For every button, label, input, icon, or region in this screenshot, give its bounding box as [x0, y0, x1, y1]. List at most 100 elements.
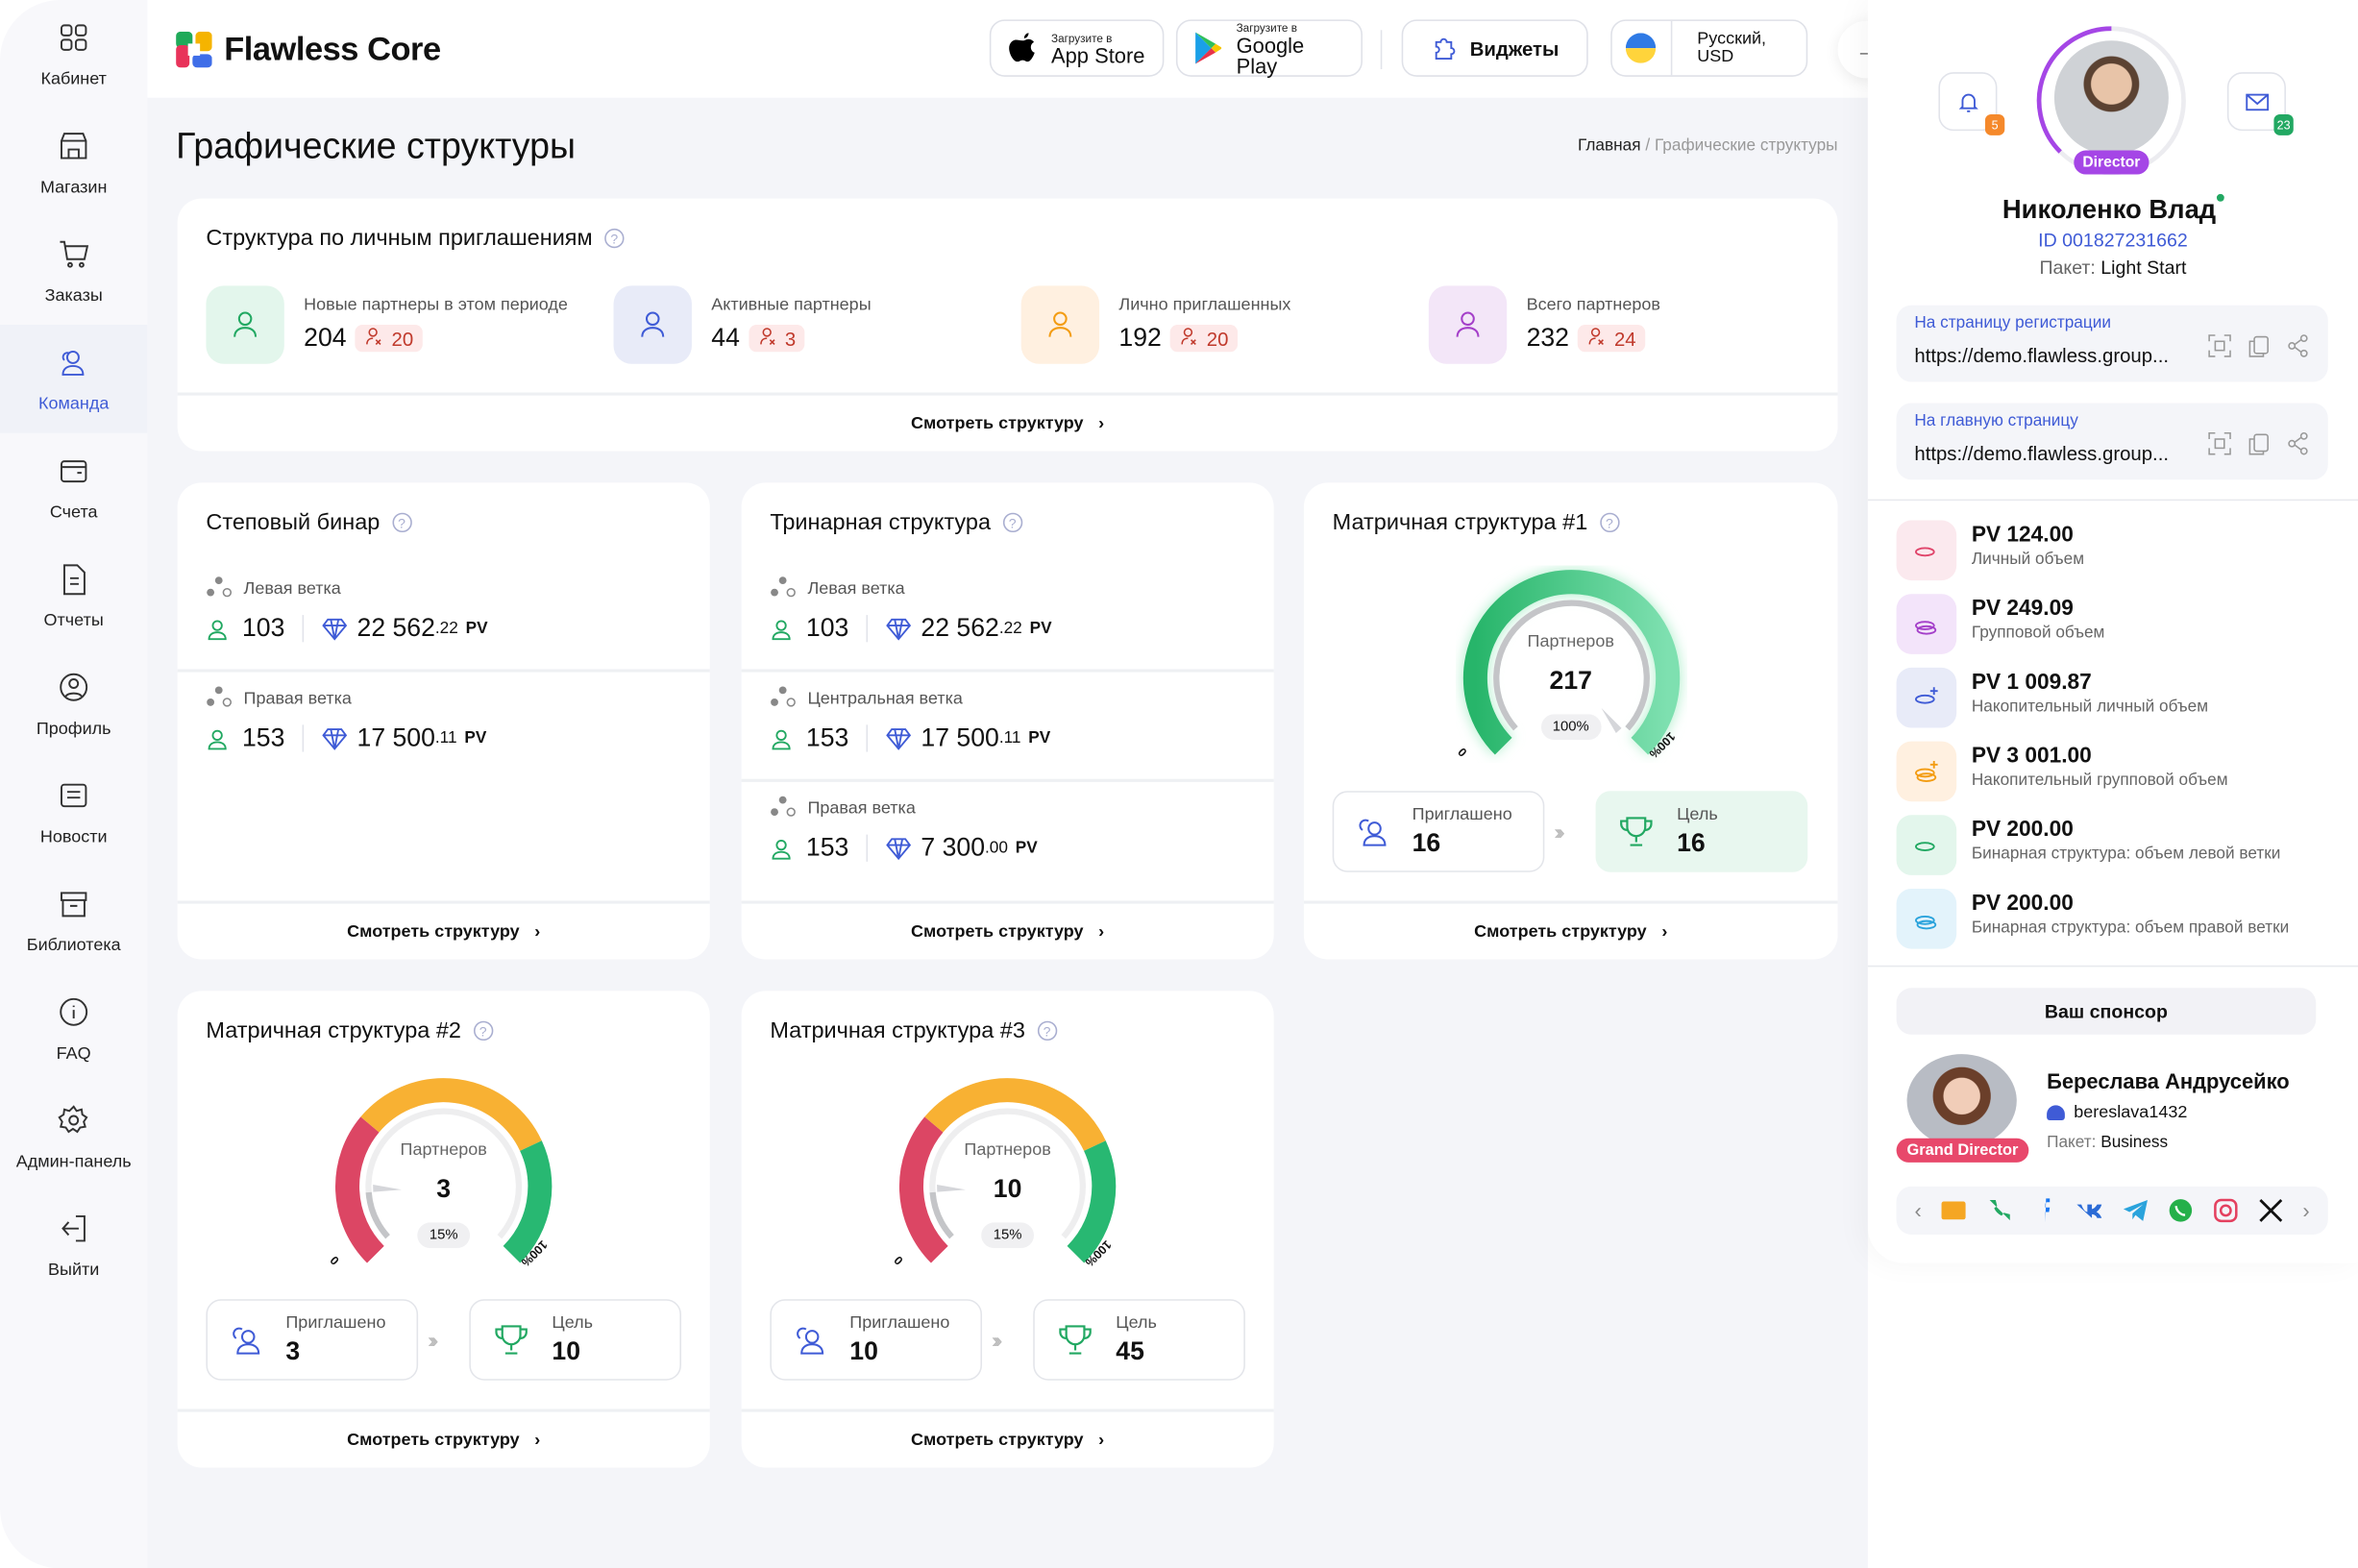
- branch-row[interactable]: Центральная ветка 153 17 500.11 PV: [741, 673, 1274, 782]
- user-icon: [2047, 1105, 2065, 1120]
- stat-value: 204: [304, 323, 347, 353]
- view-structure-link[interactable]: Смотреть структуру ›: [741, 1409, 1274, 1467]
- help-icon[interactable]: ?: [1002, 512, 1022, 533]
- view-structure-link[interactable]: Смотреть структуру ›: [1303, 900, 1838, 959]
- sidebar-item-7[interactable]: Новости: [0, 758, 147, 867]
- facebook-icon[interactable]: [2030, 1197, 2057, 1224]
- qr-code-icon[interactable]: [2208, 333, 2232, 365]
- x-icon[interactable]: [2257, 1197, 2284, 1224]
- rank-badge: Director: [2074, 150, 2149, 175]
- messages-button[interactable]: 23: [2226, 72, 2294, 135]
- breadcrumb-home[interactable]: Главная: [1578, 136, 1641, 156]
- diamond-icon: [322, 727, 349, 750]
- sidebar-item-label: Выйти: [48, 1262, 100, 1280]
- sidebar-item-0[interactable]: Кабинет: [0, 0, 147, 109]
- sidebar-item-1[interactable]: Магазин: [0, 109, 147, 217]
- sidebar-item-9[interactable]: FAQ: [0, 974, 147, 1083]
- branch-row[interactable]: Правая ветка 153 17 500.11 PV: [178, 673, 710, 782]
- profile-name-text: Николенко Влад: [2002, 193, 2217, 225]
- language-currency-select[interactable]: Русский, USD: [1610, 19, 1808, 77]
- your-sponsor-button[interactable]: Ваш спонсор: [1896, 988, 2317, 1035]
- view-structure-label: Смотреть структуру: [347, 922, 520, 941]
- view-structure-link[interactable]: Смотреть структуру ›: [177, 392, 1838, 451]
- gauge-value: 3: [436, 1174, 452, 1204]
- share-icon[interactable]: [2286, 333, 2310, 365]
- share-icon[interactable]: [2286, 431, 2310, 463]
- stat-value: 192: [1118, 323, 1162, 353]
- matrix-card-1: Матричная структура #1? Партнеров 217 100% 0…: [1303, 482, 1838, 960]
- gauge-arc-orange: [924, 1078, 1106, 1152]
- view-structure-label: Смотреть структуру: [347, 1431, 520, 1449]
- stat-value: 232: [1526, 323, 1569, 353]
- referral-link-url[interactable]: https://demo.flawless.group...: [1914, 344, 2170, 367]
- instagram-icon[interactable]: [2212, 1197, 2239, 1224]
- view-structure-link[interactable]: Смотреть структуру ›: [177, 900, 710, 959]
- tree-left-icon: [1896, 815, 1957, 875]
- divider: [867, 834, 869, 862]
- branch-row[interactable]: Левая ветка 103 22 562.22 PV: [741, 562, 1274, 673]
- user-icon: [770, 837, 792, 859]
- view-structure-link[interactable]: Смотреть структуру ›: [177, 1409, 710, 1467]
- invited-box: Приглашено 16: [1332, 791, 1545, 872]
- sidebar-item-6[interactable]: Профиль: [0, 649, 147, 758]
- logo[interactable]: Flawless Core: [176, 30, 441, 69]
- profile-id: ID 001827231662: [2038, 230, 2188, 252]
- branch-pv: 22 562: [356, 613, 435, 643]
- invited-value: 10: [849, 1335, 878, 1365]
- chevron-right-icon[interactable]: ›: [2302, 1198, 2310, 1223]
- info-icon: [57, 995, 89, 1045]
- sidebar-item-3[interactable]: Команда: [0, 325, 148, 433]
- help-icon[interactable]: ?: [1599, 512, 1620, 533]
- sidebar-item-label: Новости: [39, 828, 108, 847]
- card-title-text: Матричная структура #3: [770, 1017, 1025, 1044]
- email-icon[interactable]: [1940, 1197, 1967, 1224]
- branch-count: 153: [241, 723, 285, 752]
- referral-link-title[interactable]: На главную страницу: [1914, 411, 2078, 430]
- sponsor-avatar[interactable]: [1906, 1054, 2017, 1148]
- chevron-left-icon[interactable]: ‹: [1914, 1198, 1922, 1223]
- logo-icon: [176, 31, 212, 68]
- sidebar-item-8[interactable]: Библиотека: [0, 866, 147, 974]
- branch-row[interactable]: Левая ветка 103 22 562.22 PV: [177, 562, 710, 673]
- google-play-button[interactable]: Загрузите в Google Play: [1175, 19, 1363, 77]
- gauge-track: [929, 1108, 1086, 1239]
- help-icon[interactable]: ?: [1037, 1020, 1057, 1041]
- partners-gauge: Партнеров 217 100% 0 100%: [1443, 561, 1699, 787]
- partners-gauge: Партнеров 10 15% 0 100%: [880, 1069, 1136, 1295]
- view-structure-link[interactable]: Смотреть структуру ›: [741, 900, 1274, 959]
- app-store-button[interactable]: Загрузите в App Store: [989, 19, 1165, 77]
- sidebar-item-label: Магазин: [39, 179, 108, 198]
- stat-item: Лично приглашенных 192 20: [1020, 285, 1290, 364]
- user-x-icon: [1587, 327, 1607, 351]
- page-title: Графические структуры: [176, 126, 576, 167]
- stat-label: Новые партнеры в этом периоде: [304, 296, 568, 315]
- sidebar-item-5[interactable]: Отчеты: [0, 541, 147, 649]
- diamond-icon: [886, 617, 912, 640]
- sidebar-item-4[interactable]: Счета: [0, 433, 147, 542]
- referral-link-url[interactable]: https://demo.flawless.group...: [1914, 442, 2170, 465]
- qr-code-icon[interactable]: [2208, 431, 2232, 463]
- sidebar-item-2[interactable]: Заказы: [0, 216, 147, 325]
- sidebar-item-11[interactable]: Выйти: [0, 1191, 147, 1300]
- divider: [1867, 965, 2358, 968]
- referral-link-title[interactable]: На страницу регистрации: [1914, 314, 2111, 332]
- widgets-button[interactable]: Виджеты: [1401, 19, 1588, 77]
- branch-row[interactable]: Правая ветка 153 7 300.00 PV: [742, 782, 1274, 892]
- profile-avatar[interactable]: [2053, 40, 2169, 156]
- pv-unit: PV: [464, 729, 487, 747]
- gauge-arc-green: [503, 1140, 553, 1263]
- help-icon[interactable]: ?: [473, 1020, 493, 1041]
- copy-icon[interactable]: [2247, 333, 2271, 365]
- diamond-icon: [322, 617, 349, 640]
- help-icon[interactable]: ?: [391, 512, 412, 533]
- help-icon[interactable]: ?: [604, 228, 625, 249]
- vk-icon[interactable]: [2076, 1197, 2102, 1224]
- notifications-button[interactable]: 5: [1938, 72, 2005, 135]
- whatsapp-icon[interactable]: [2167, 1197, 2194, 1224]
- mail-icon: [2245, 92, 2269, 110]
- copy-icon[interactable]: [2247, 431, 2271, 463]
- sidebar-item-10[interactable]: Админ-панель: [0, 1083, 147, 1191]
- phone-icon[interactable]: [1985, 1197, 2012, 1224]
- gauge-value: 10: [993, 1174, 1022, 1204]
- telegram-icon[interactable]: [2122, 1197, 2149, 1224]
